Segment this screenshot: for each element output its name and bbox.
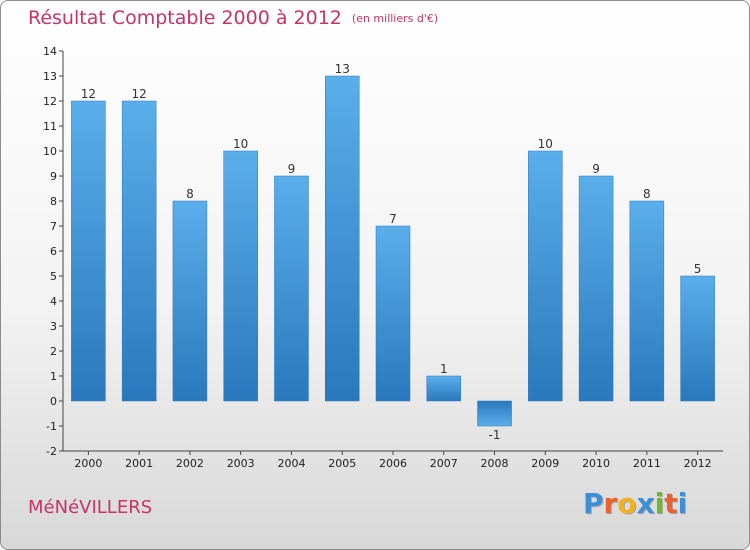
y-tick-label: 8 xyxy=(50,195,57,208)
x-tick-label: 2009 xyxy=(531,457,559,470)
data-label: 9 xyxy=(592,162,600,176)
logo-letter: o xyxy=(617,487,637,520)
bar-2012 xyxy=(680,275,715,402)
x-tick-label: 2000 xyxy=(74,457,102,470)
y-tick-label: 3 xyxy=(50,320,57,333)
data-label: 1 xyxy=(440,362,448,376)
x-tick-label: 2008 xyxy=(481,457,509,470)
x-tick-label: 2010 xyxy=(582,457,610,470)
bar-2008 xyxy=(477,400,512,427)
data-label: 10 xyxy=(538,137,553,151)
logo-letter: t xyxy=(664,487,678,520)
x-tick-label: 2012 xyxy=(684,457,712,470)
logo-letter: i xyxy=(654,487,665,520)
chart-title: Résultat Comptable 2000 à 2012 xyxy=(28,7,342,29)
data-label: 7 xyxy=(389,212,397,226)
x-tick-label: 2011 xyxy=(633,457,661,470)
bar-2009 xyxy=(528,150,563,402)
x-tick-label: 2002 xyxy=(176,457,204,470)
bar-2010 xyxy=(578,175,614,402)
data-label: 5 xyxy=(694,262,702,276)
x-tick-label: 2003 xyxy=(227,457,255,470)
bar-2011 xyxy=(629,200,665,402)
commune-name: MéNéVILLERS xyxy=(28,497,153,518)
y-tick-label: 6 xyxy=(50,245,57,258)
y-tick-label: 12 xyxy=(43,95,57,108)
bar-2000 xyxy=(71,100,106,402)
logo-letter: i xyxy=(677,487,688,520)
y-tick-label: 11 xyxy=(43,120,57,133)
bar-2007 xyxy=(426,375,462,402)
y-tick-label: 7 xyxy=(50,220,57,233)
y-tick-label: -2 xyxy=(46,445,57,458)
x-tick-label: 2006 xyxy=(379,457,407,470)
x-tick-label: 2004 xyxy=(277,457,305,470)
data-label: 8 xyxy=(186,187,194,201)
bar-2005 xyxy=(324,75,360,402)
title-row: Résultat Comptable 2000 à 2012 (en millie… xyxy=(28,7,438,29)
data-label: -1 xyxy=(489,428,501,442)
proxiti-logo[interactable]: Proxiti xyxy=(583,487,687,520)
x-tick-label: 2005 xyxy=(328,457,356,470)
bar-2004 xyxy=(274,175,309,402)
bar-2001 xyxy=(121,100,157,402)
y-tick-label: 4 xyxy=(50,295,57,308)
y-tick-label: 5 xyxy=(50,270,57,283)
y-tick-label: 10 xyxy=(43,145,57,158)
x-tick-label: 2001 xyxy=(125,457,153,470)
data-label: 12 xyxy=(132,87,147,101)
bar-2006 xyxy=(375,225,411,402)
data-label: 10 xyxy=(233,137,248,151)
data-label: 12 xyxy=(81,87,96,101)
chart-subtitle: (en milliers d'€) xyxy=(351,12,439,25)
y-tick-label: 2 xyxy=(50,345,57,358)
y-tick-label: 13 xyxy=(43,70,57,83)
y-tick-label: 1 xyxy=(50,370,57,383)
data-label: 8 xyxy=(643,187,651,201)
data-label: 13 xyxy=(335,62,350,76)
bars-group: 12 12 8 10 9 13 7 1 -1 10 9 8 5 xyxy=(71,62,715,442)
y-tick-label: -1 xyxy=(46,420,57,433)
logo-letter: P xyxy=(583,487,604,520)
y-tick-label: 9 xyxy=(50,170,57,183)
logo-letter: r xyxy=(603,487,618,520)
bar-2002 xyxy=(172,200,208,402)
data-label: 9 xyxy=(288,162,296,176)
y-tick-label: 0 xyxy=(50,395,57,408)
x-tick-label: 2007 xyxy=(430,457,458,470)
logo-letter: x xyxy=(636,487,655,520)
y-tick-label: 14 xyxy=(43,45,57,58)
bar-2003 xyxy=(223,150,258,402)
